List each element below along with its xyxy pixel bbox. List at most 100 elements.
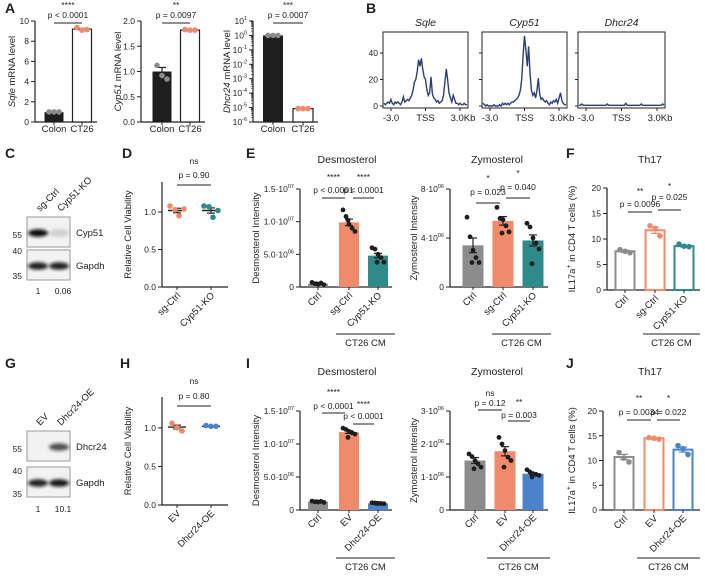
data-point [208,423,214,430]
data-point [652,225,658,232]
exponent: 06 [438,406,444,412]
band-quantification: 1 [36,286,41,296]
panel-D: 0.0 0.5 1.0 Relative Cell Viability sg-CtrlC… [123,156,228,329]
y-tick-label: 0.5 [144,461,156,471]
y-tick-label: 10-6 [233,117,247,127]
data-point [176,212,182,219]
y-tick-label: 3·1006 [421,406,444,416]
ylabel-text: mRNA level [7,36,18,88]
p-value: p = 0.0034 [619,407,660,417]
y-tick-label: 0 [439,282,444,292]
band-label: Dhcr24 [76,442,107,453]
significance-stars: **** [327,387,341,397]
data-point [213,423,219,430]
y-tick-label: 5.0·1006 [264,472,294,482]
bar [522,473,544,510]
y-tick-label: 1.0 [144,423,156,433]
data-point [215,207,221,214]
series-sg-Ctrl [167,203,187,219]
ylabel-sup: + [566,264,573,268]
profile-title: Cyp51 [509,17,539,29]
category-label: sg-Ctrl [634,293,662,321]
y-tick-label: 0.5 [144,245,156,255]
data-point [182,26,188,33]
category-label: EV [166,508,183,525]
data-point [192,27,198,33]
significance-stars: **** [61,0,75,10]
data-point [506,229,512,235]
category-label: Ctrl [306,290,324,308]
data-point [622,248,628,255]
data-point [499,230,505,236]
ylabel-text: Zymosterol Intensity [409,418,420,503]
data-point [533,240,539,246]
category-label: CT26 [178,124,201,135]
ylabel-text: Desmosterol Intensity [251,192,262,284]
category-label: Ctrl [306,512,324,530]
ylabel-text: Relative Cell Viability [123,190,134,279]
group-label: CT26 CM [345,562,386,573]
data-point [617,246,623,253]
y-tick-label: 0 [289,282,294,292]
data-point [321,500,327,505]
data-point [508,458,514,463]
data-point [167,203,173,209]
series-CT26 [71,24,93,123]
data-point [505,454,511,460]
ylabel-text: mRNA level [222,30,233,82]
panel-letter-G: G [5,355,16,371]
exponent: 06 [288,472,294,478]
data-point [203,422,209,429]
category-label: sg-Ctrl [156,290,184,318]
series-Cyp51-KO [201,203,221,221]
p-value: p = 0.80 [179,391,210,401]
y-tick-label: 20 [369,75,379,85]
ylabel-prefix: IL17a [567,489,578,513]
data-point [685,451,691,458]
data-point [478,464,484,470]
data-point [84,26,90,33]
y-tick-label: 10-3 [233,74,247,84]
y-tick-label: 1·1006 [421,472,444,482]
data-point [187,27,193,33]
series-Dhcr24-OE [522,467,544,510]
y-tick-label: 1.0 [123,67,135,77]
bar [673,245,695,291]
series-sg-Ctrl [492,204,514,287]
p-value: p < 0.0001 [343,411,384,421]
gene-name: Cyp51 [113,84,124,111]
profile-line [482,35,566,108]
bar [462,245,484,287]
category-label: Ctrl [461,290,479,308]
category-label: Colon [150,124,175,135]
exponent: 06 [438,184,444,190]
exponent: 07 [288,439,294,445]
y-axis-label: Zymosterol Intensity [409,418,420,503]
bar [492,220,514,287]
data-point [154,62,160,69]
panel-F: 0 5 10 15 20 IL17a+ in CD4 T cells (%) Th17 Ctr… [566,154,700,349]
y-tick-label: 0.0 [144,500,156,510]
gene-name: Dhcr24 [222,82,233,113]
series-EV [643,434,665,512]
panel-letter-E: E [246,145,255,161]
data-point [172,206,178,213]
significance-stars: * [667,393,671,403]
bar [672,448,694,511]
series-Dhcr24-OE [202,422,220,430]
data-point [270,32,276,39]
data-point [265,32,271,39]
category-label: Ctrl [612,513,630,531]
ylabel-rest: in CD4 T cells (%) [567,186,578,265]
exponent: 06 [438,472,444,478]
bar [643,437,665,512]
x-tick-label: 3.0Kb [550,113,575,124]
data-point [675,442,681,449]
series-Cyp51-KO [522,220,544,287]
protein-band [49,229,69,237]
chart-title: Desmosterol [318,366,377,378]
data-point [656,436,662,443]
